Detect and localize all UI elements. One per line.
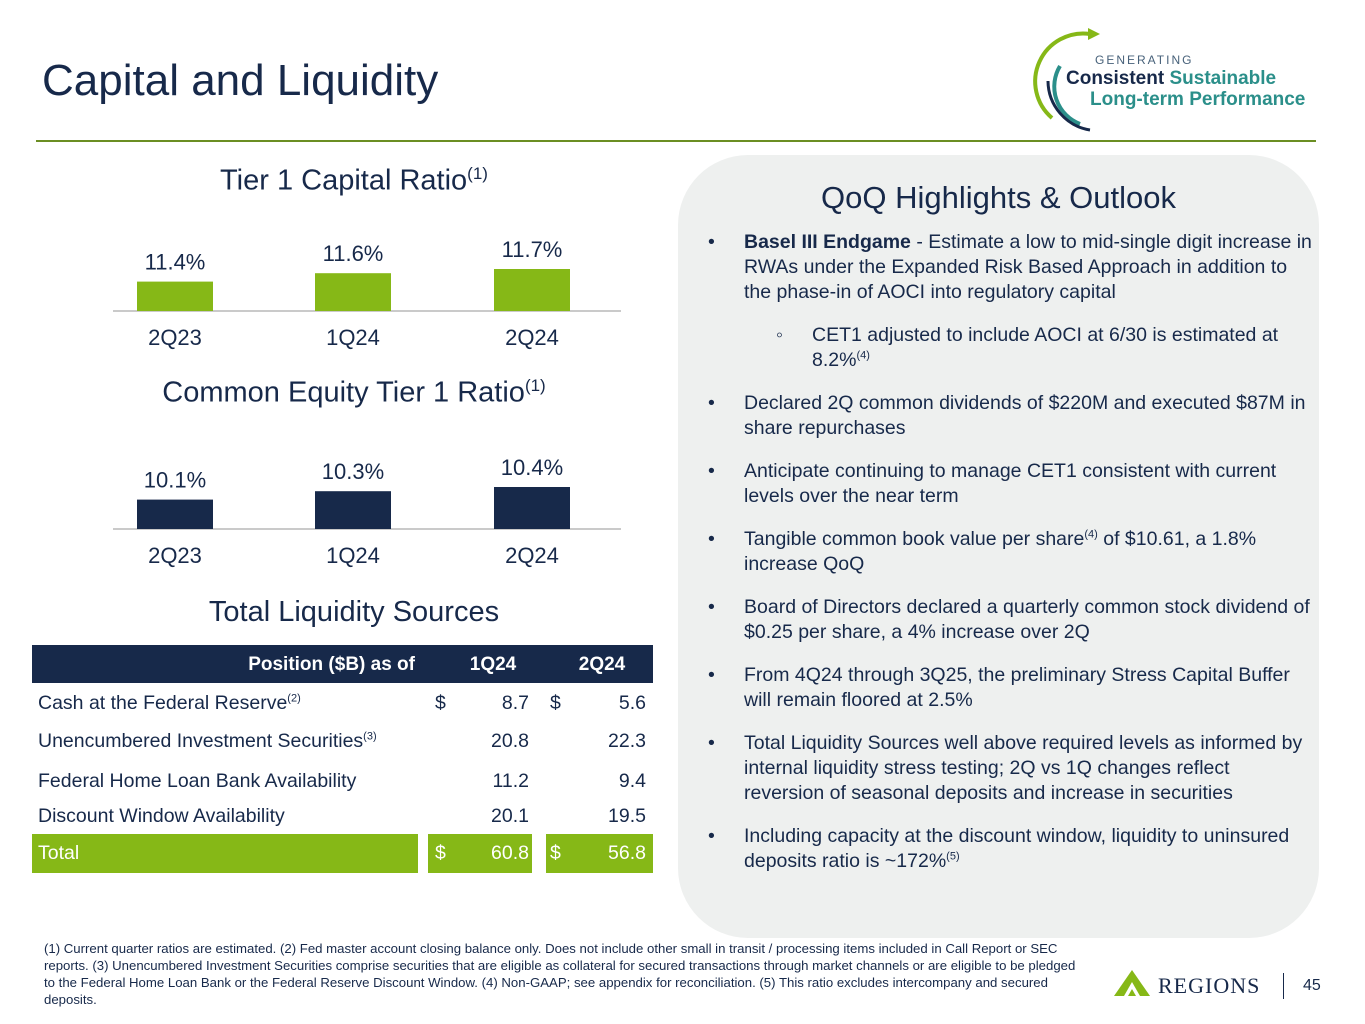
tier1-title-note: (1) — [467, 164, 488, 183]
tier1-label-2Q24: 11.7% — [502, 237, 563, 262]
logo-consistent: Consistent — [1066, 68, 1165, 89]
cet1-label-1Q24: 10.3% — [322, 459, 384, 484]
generating-logo-icon — [1033, 28, 1100, 132]
cet1-title-text: Common Equity Tier 1 Ratio — [162, 376, 525, 409]
row-label-note: (2) — [287, 692, 301, 705]
highlights-panel — [678, 155, 1319, 938]
header-1q24: 1Q24 — [469, 654, 517, 675]
liquidity-title: Total Liquidity Sources — [208, 596, 500, 628]
highlights-list: • Basel III Endgame - Estimate a low to m… — [706, 230, 1312, 892]
cet1-tick-1Q24: 1Q24 — [326, 543, 380, 568]
row-value-2q24: 19.5 — [608, 805, 646, 827]
table-row: Unencumbered Investment Securities(3) 20.… — [32, 722, 653, 760]
row-value-1q24: 8.7 — [501, 692, 529, 714]
row-label: Cash at the Federal Reserve(2) — [38, 692, 301, 714]
tier1-label-1Q24: 11.6% — [323, 241, 384, 266]
highlight-basel-bold: Basel III Endgame — [744, 231, 911, 253]
tier1-chart-title: Tier 1 Capital Ratio(1) — [32, 164, 676, 198]
page-title: Capital and Liquidity — [42, 56, 439, 105]
row-dollar-1q24: $ — [435, 692, 446, 714]
highlight-scb: • From 4Q24 through 3Q25, the preliminary… — [708, 664, 1290, 711]
footnote: (1) Current quarter ratios are estimated… — [44, 941, 1076, 1007]
tier1-title-text: Tier 1 Capital Ratio — [220, 164, 468, 197]
logo-generating: GENERATING — [1095, 53, 1194, 67]
total-highlight-1 — [428, 834, 532, 873]
header-2q24: 2Q24 — [578, 654, 626, 675]
table-row: Discount Window Availability 20.1 19.5 — [32, 797, 653, 835]
highlight-cet1-manage: • Anticipate continuing to manage CET1 co… — [708, 460, 1277, 507]
highlight-tbv-a: Tangible common book value per share — [744, 528, 1085, 550]
row-value-2q24: 5.6 — [618, 692, 646, 714]
regions-logo-icon — [1114, 970, 1150, 996]
logo-line1: Consistent Sustainable — [1066, 68, 1276, 90]
cet1-ratio-chart: 10.1% 2Q23 10.3% 1Q24 10.4% 2Q24 — [113, 455, 621, 568]
highlight-tbv-b: of $10.61, a 1.8% increase QoQ — [744, 528, 1257, 575]
cet1-bar-1Q24 — [315, 491, 391, 529]
tier1-tick-2Q23: 2Q23 — [148, 325, 202, 350]
row-dollar-2q24: $ — [550, 842, 561, 864]
highlight-tbv-note: (4) — [1084, 528, 1098, 541]
highlight-basel: • Basel III Endgame - Estimate a low to m… — [708, 231, 1312, 303]
regions-brand: REGIONS — [1158, 973, 1261, 998]
tier1-bar-2Q23 — [137, 281, 213, 311]
row-label-note: (3) — [363, 730, 377, 743]
logo-sustainable: Sustainable — [1169, 68, 1277, 89]
table-total-row: Total $60.8 $56.8 — [32, 834, 653, 873]
highlight-discount-text: Including capacity at the discount windo… — [744, 825, 1290, 872]
liquidity-table-header: Position ($B) as of 1Q24 2Q24 — [32, 645, 653, 683]
table-row: Federal Home Loan Bank Availability 11.2 9… — [32, 762, 653, 800]
highlights-title: QoQ Highlights & Outlook — [821, 180, 1176, 215]
row-dollar-2q24: $ — [550, 692, 561, 714]
cet1-tick-2Q24: 2Q24 — [505, 543, 559, 568]
highlight-board: • Board of Directors declared a quarterly… — [708, 596, 1310, 643]
highlight-discount-note: (5) — [946, 850, 960, 863]
row-label: Discount Window Availability — [38, 805, 285, 827]
highlight-discount: • Including capacity at the discount wind… — [708, 825, 1290, 872]
tier1-label-2Q23: 11.4% — [145, 250, 206, 275]
page-separator — [1283, 973, 1284, 999]
highlight-cet1-note: (4) — [856, 349, 870, 362]
row-value-1q24: 20.1 — [491, 805, 529, 827]
row-value-1q24: 20.8 — [491, 730, 529, 752]
row-label: Federal Home Loan Bank Availability — [38, 770, 357, 792]
cet1-chart-title: Common Equity Tier 1 Ratio(1) — [32, 376, 676, 410]
row-value-1q24: 60.8 — [491, 842, 529, 864]
tier1-bar-1Q24 — [315, 273, 391, 311]
highlight-board-text: Board of Directors declared a quarterly … — [744, 596, 1310, 643]
row-value-1q24: 11.2 — [492, 770, 529, 792]
row-dollar-1q24: $ — [435, 842, 446, 864]
total-highlight-2 — [546, 834, 653, 873]
highlight-liquidity-text: Total Liquidity Sources well above requi… — [744, 732, 1303, 804]
row-value-2q24: 22.3 — [608, 730, 646, 752]
highlight-cet1-sub: ◦ CET1 adjusted to include AOCI at 6/30 i… — [776, 324, 1279, 371]
logo-line2: Long-term Performance — [1090, 89, 1306, 110]
tier1-tick-1Q24: 1Q24 — [326, 325, 380, 350]
cet1-title-note: (1) — [524, 376, 546, 395]
highlight-dividends: • Declared 2Q common dividends of $220M a… — [708, 392, 1306, 439]
cet1-bar-2Q23 — [137, 499, 213, 529]
title-divider — [36, 140, 1316, 142]
row-label: Unencumbered Investment Securities(3) — [38, 730, 377, 752]
page-number: 45 — [1303, 977, 1321, 994]
highlight-cet1-text: CET1 adjusted to include AOCI at 6/30 is… — [812, 324, 1279, 371]
row-value-2q24: 9.4 — [618, 770, 646, 792]
table-row: Cash at the Federal Reserve(2) $8.7 $5.6 — [32, 684, 653, 722]
highlight-liquidity: • Total Liquidity Sources well above requ… — [708, 732, 1303, 804]
cet1-label-2Q24: 10.4% — [501, 455, 563, 480]
tier1-bar-2Q24 — [494, 269, 570, 311]
cet1-bar-2Q24 — [494, 487, 570, 529]
tier1-capital-ratio-chart: 11.4% 2Q23 11.6% 1Q24 11.7% 2Q24 — [113, 237, 621, 350]
highlight-dividends-text: Declared 2Q common dividends of $220M an… — [744, 392, 1306, 439]
cet1-tick-2Q23: 2Q23 — [148, 543, 202, 568]
highlight-scb-text: From 4Q24 through 3Q25, the preliminary … — [744, 664, 1290, 711]
highlight-tbv: • Tangible common book value per share(4)… — [708, 528, 1257, 575]
header-position: Position ($B) as of — [248, 654, 415, 675]
total-highlight-0 — [32, 834, 418, 873]
row-value-2q24: 56.8 — [608, 842, 646, 864]
tier1-tick-2Q24: 2Q24 — [505, 325, 559, 350]
row-label: Total — [38, 842, 80, 864]
cet1-label-2Q23: 10.1% — [144, 468, 206, 493]
highlight-cet1-manage-text: Anticipate continuing to manage CET1 con… — [744, 460, 1277, 507]
highlight-basel-text: - Estimate a low to mid-single digit inc… — [744, 231, 1312, 303]
